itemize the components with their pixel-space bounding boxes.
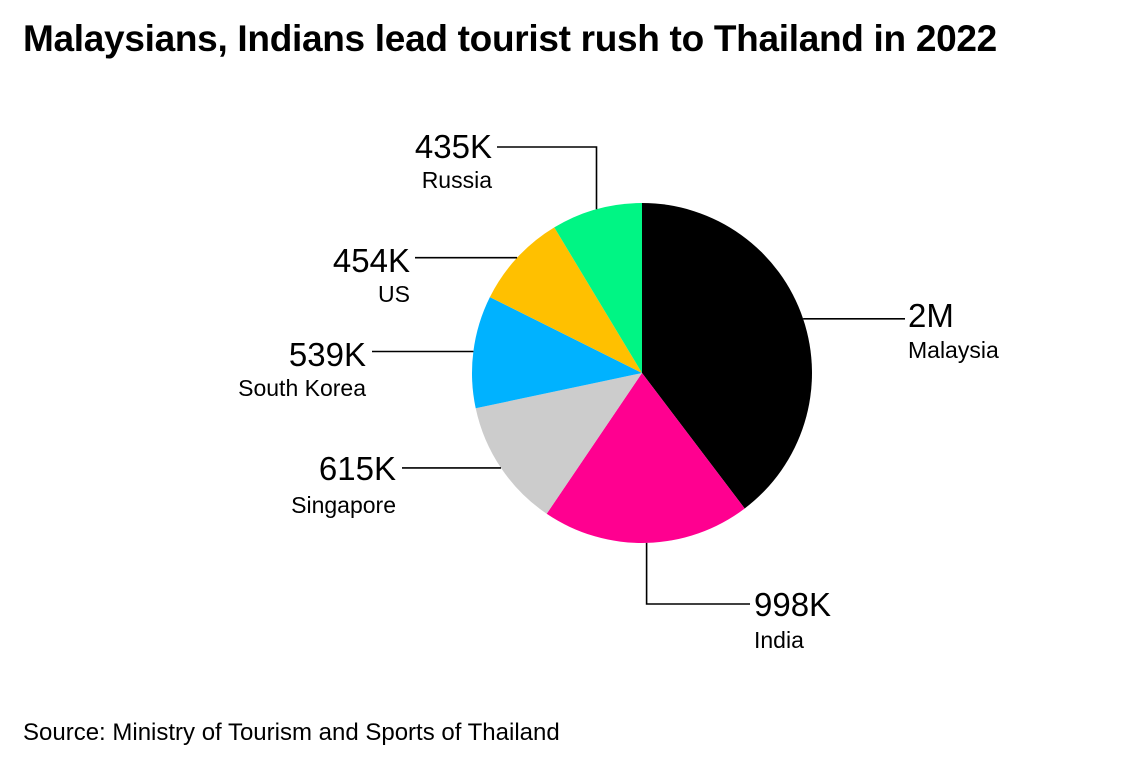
leader-lines [372, 146, 905, 605]
leader-line-india [645, 542, 750, 605]
value-label-us: 454K [333, 242, 410, 279]
leader-line-russia [497, 146, 598, 210]
category-label-malaysia: Malaysia [908, 337, 999, 363]
slice-labels: 2M Malaysia 998K India 615K Singapore 539KSout… [238, 128, 999, 653]
category-label-us: US [378, 281, 410, 307]
pie-slices [471, 203, 812, 543]
category-label-russia: Russia [422, 167, 493, 193]
slice-us [489, 227, 642, 373]
slice-india [546, 373, 745, 543]
slice-singapore [475, 373, 642, 514]
value-label-south-korea: 539K [289, 336, 366, 373]
category-label-india: India [754, 627, 804, 653]
category-label-singapore: Singapore [291, 492, 396, 518]
chart-title: Malaysians, Indians lead tourist rush to… [23, 18, 997, 59]
category-label-south-korea: South Korea [238, 375, 366, 401]
slice-malaysia [642, 203, 812, 509]
value-label-india: 998K [754, 586, 831, 623]
source-note: Source: Ministry of Tourism and Sports o… [23, 719, 560, 746]
value-label-russia: 435K [415, 128, 492, 165]
slice-russia [554, 203, 642, 373]
value-label-singapore: 615K [319, 450, 396, 487]
slice-south-korea [471, 297, 642, 409]
value-label-malaysia: 2M [908, 297, 954, 334]
